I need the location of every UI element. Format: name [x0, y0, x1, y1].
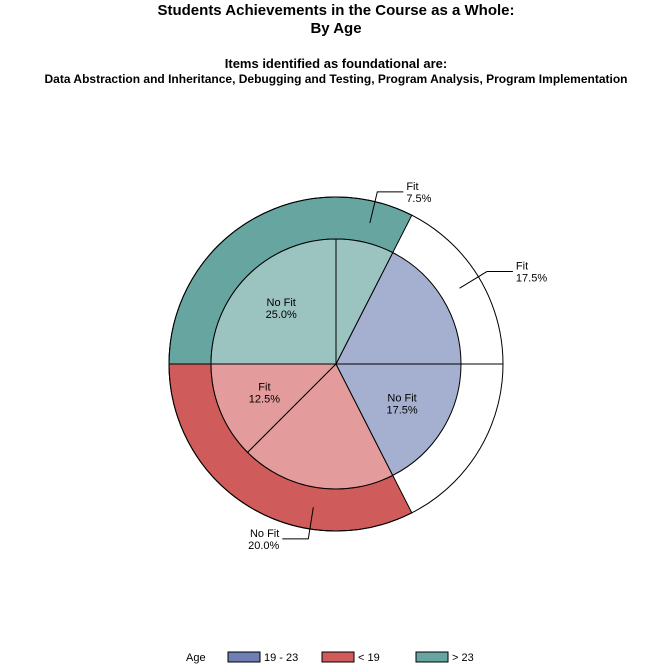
slice-label-19-23-no-fit: No Fit [387, 392, 416, 404]
slice-percent--23-no-fit: 25.0% [266, 309, 297, 321]
pie-slice--19-fit [210, 363, 338, 454]
slice-percent--19-no-fit: 20.0% [248, 540, 279, 552]
slice-label--19-fit: Fit [258, 382, 270, 394]
slice-percent--23-fit: 7.5% [406, 193, 431, 205]
slice-label--23-no-fit: No Fit [267, 297, 296, 309]
legend-swatch-19 [321, 651, 355, 663]
slice-label--23-fit: Fit [406, 181, 418, 193]
footnote-heading: Items identified as foundational are: [224, 56, 448, 71]
legend-title: Age [186, 652, 206, 664]
chart-subtitle: By Age [310, 20, 362, 37]
legend-label-19: < 19 [358, 652, 380, 664]
slice-percent--19-fit: 12.5% [249, 394, 280, 406]
legend-label-23: > 23 [452, 652, 474, 664]
legend-label-19-23: 19 - 23 [264, 652, 298, 664]
outer-border [168, 196, 504, 532]
slice-label-19-23-fit: Fit [516, 261, 528, 273]
inner-pie [210, 238, 462, 490]
slice-percent-19-23-no-fit: 17.5% [386, 404, 417, 416]
legend-swatch-19-23 [227, 651, 261, 663]
pie-slice-19-23-fit [335, 251, 462, 365]
legend: Age 19 - 23 < 19 > 23 [186, 651, 474, 664]
pie-slice--19-no-fit [246, 363, 394, 490]
slice-percent-19-23-fit: 17.5% [516, 273, 547, 285]
pie-slice-19-23-no-fit [335, 363, 462, 477]
pie-slice--23-no-fit [210, 238, 337, 365]
legend-swatch-23 [415, 651, 449, 663]
footnote-items: Data Abstraction and Inheritance, Debugg… [44, 72, 628, 86]
slice-label--19-no-fit: No Fit [250, 528, 279, 540]
leader-line--19-no-fit [282, 507, 314, 540]
leader-line--23-fit [369, 191, 404, 224]
leader-line-19-23-fit [459, 271, 513, 289]
chart-title: Students Achievements in the Course as a… [157, 2, 515, 19]
